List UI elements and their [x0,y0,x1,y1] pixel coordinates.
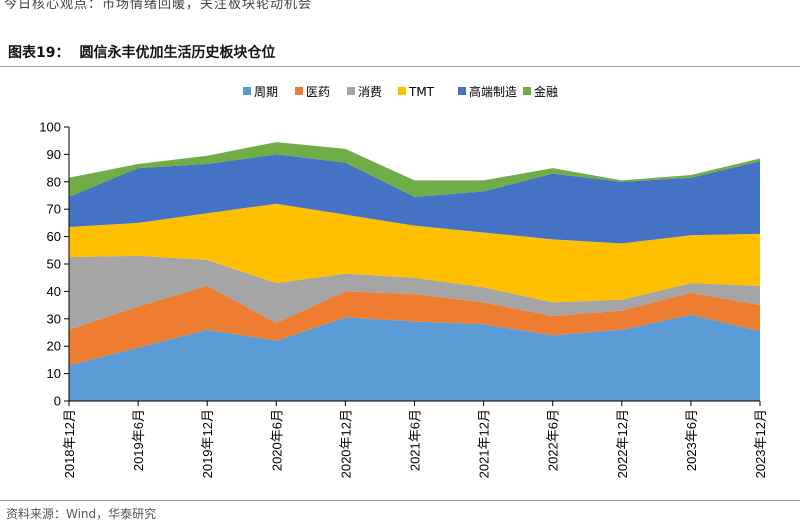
y-tick-label-8: 80 [47,174,61,189]
x-tick-label-10: 2023年12月 [753,409,768,478]
legend-swatch-3 [398,87,406,95]
chart-areas [69,142,760,401]
legend-swatch-1 [295,87,303,95]
legend-label-5: 金融 [534,84,558,99]
legend-label-3: TMT [408,85,435,99]
cut-header-text: 今日核心观点：市场情绪回暖，关注板块轮动机会 [4,0,313,12]
x-tick-label-9: 2023年6月 [684,409,699,471]
y-tick-label-2: 20 [47,339,61,354]
x-tick-label-7: 2022年6月 [546,409,561,471]
stacked-area-chart: 周期 医药 消费 TMT 高端制造 金融 0 10 20 30 40 50 60 70 80 90 100 20… [39,84,768,479]
legend-label-4: 高端制造 [469,84,517,99]
legend-swatch-5 [523,87,531,95]
y-tick-label-3: 30 [47,311,61,326]
legend-swatch-0 [243,87,251,95]
legend-label-0: 周期 [254,85,278,99]
y-tick-label-7: 70 [47,202,61,217]
chart-legend: 周期 医药 消费 TMT 高端制造 金融 [243,84,558,99]
y-tick-label-1: 10 [47,366,61,381]
title-divider [0,66,800,67]
area-series-0 [69,314,760,401]
legend-label-1: 医药 [306,85,330,99]
y-tick-label-0: 0 [54,394,61,409]
y-tick-label-6: 60 [47,229,61,244]
area-series-5 [69,142,760,197]
legend-label-2: 消费 [358,85,382,99]
source-note: 资料来源：Wind，华泰研究 [6,507,157,521]
footer-divider [0,500,800,501]
legend-swatch-2 [347,87,355,95]
figure-label: 图表19： [8,45,70,61]
area-series-4 [69,154,760,244]
y-tick-label-4: 40 [47,284,61,299]
x-tick-label-0: 2018年12月 [62,409,77,478]
figure-title: 图表19： 圆信永丰优加生活历史板块仓位 [8,42,275,62]
x-tick-label-1: 2019年6月 [131,409,146,471]
x-tick-label-3: 2020年6月 [269,409,284,471]
x-tick-label-6: 2021年12月 [477,409,492,478]
y-tick-label-10: 100 [39,120,61,135]
chart-axes: 0 10 20 30 40 50 60 70 80 90 100 2018年12月 2019年6月 201… [39,120,768,479]
x-tick-label-2: 2019年12月 [200,409,215,478]
y-tick-label-5: 50 [47,257,61,272]
area-series-2 [69,255,760,330]
x-tick-label-5: 2021年6月 [408,409,423,471]
area-series-1 [69,285,760,366]
x-tick-label-8: 2022年12月 [615,409,630,478]
area-series-3 [69,203,760,303]
legend-swatch-4 [458,87,466,95]
figure-title-text: 圆信永丰优加生活历史板块仓位 [79,45,276,61]
y-tick-label-9: 90 [47,147,61,162]
x-tick-label-4: 2020年12月 [338,409,353,478]
